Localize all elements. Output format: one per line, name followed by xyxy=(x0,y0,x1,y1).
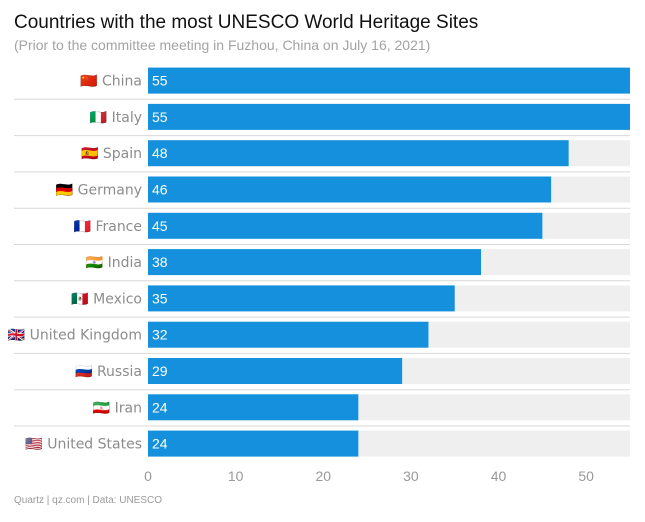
bar xyxy=(148,67,630,94)
category-label: 🇺🇸 United States xyxy=(25,437,142,453)
bar-value-label: 46 xyxy=(152,182,168,198)
bar-value-label: 29 xyxy=(152,363,168,379)
bar xyxy=(148,430,359,457)
category-label: 🇨🇳 China xyxy=(80,74,142,90)
bar-value-label: 24 xyxy=(152,399,168,415)
bar xyxy=(148,140,569,167)
category-label: 🇮🇹 Italy xyxy=(90,110,142,126)
category-label: 🇬🇧 United Kingdom xyxy=(8,328,142,344)
bar xyxy=(148,394,359,421)
category-label: 🇲🇽 Mexico xyxy=(71,291,142,307)
x-tick-label: 40 xyxy=(491,468,507,484)
category-label: 🇮🇷 Iran xyxy=(93,400,142,416)
x-tick-label: 10 xyxy=(228,468,244,484)
bar-value-label: 32 xyxy=(152,327,168,343)
category-label: 🇷🇺 Russia xyxy=(75,364,142,380)
category-label: 🇮🇳 India xyxy=(86,255,142,271)
bar-value-label: 55 xyxy=(152,73,168,89)
bar-value-label: 38 xyxy=(152,254,168,270)
bar xyxy=(148,249,482,276)
bar-value-label: 45 xyxy=(152,218,168,234)
x-tick-label: 50 xyxy=(578,468,594,484)
chart-subtitle: (Prior to the committee meeting in Fuzho… xyxy=(14,37,431,53)
category-label: 🇫🇷 France xyxy=(74,219,142,235)
bar xyxy=(148,358,403,384)
bar xyxy=(148,212,543,239)
category-label: 🇩🇪 Germany xyxy=(56,183,142,199)
category-label: 🇪🇸 Spain xyxy=(81,146,142,162)
x-tick-label: 30 xyxy=(403,468,419,484)
bar-value-label: 24 xyxy=(152,436,168,452)
chart-source-footer: Quartz | qz.com | Data: UNESCO xyxy=(14,495,163,506)
bar-value-label: 35 xyxy=(152,290,168,306)
bar xyxy=(148,321,429,348)
bar-value-label: 55 xyxy=(152,109,168,125)
bar xyxy=(148,285,455,312)
bar xyxy=(148,176,552,203)
bar-value-label: 48 xyxy=(152,145,168,161)
chart-title: Countries with the most UNESCO World Her… xyxy=(14,12,479,33)
bar xyxy=(148,103,630,130)
x-tick-label: 0 xyxy=(144,468,152,484)
x-tick-label: 20 xyxy=(315,468,331,484)
